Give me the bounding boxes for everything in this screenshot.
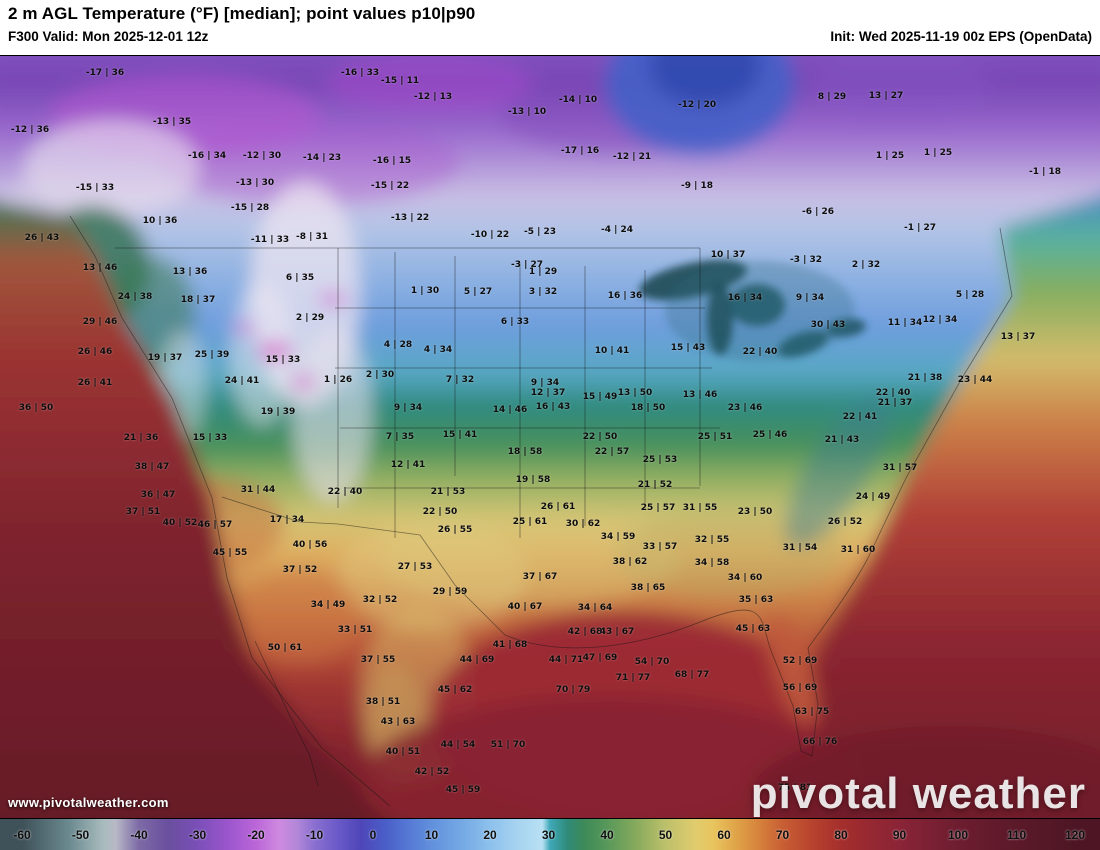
colorbar-tick: 40 bbox=[600, 827, 614, 842]
pivotalweather-logo: pivotal weather bbox=[750, 769, 1086, 818]
temperature-shading bbox=[0, 56, 1100, 818]
temperature-colorbar: -60 -50 -40 -30 -20 -10 0 10 20 30 40 50 60 70 80 90 100… bbox=[0, 818, 1100, 850]
colorbar-tick: 10 bbox=[424, 827, 439, 842]
colorbar-tick: 70 bbox=[775, 827, 790, 842]
map-borders bbox=[69, 215, 1013, 807]
colorbar-tick: 80 bbox=[834, 827, 848, 842]
map-header: 2 m AGL Temperature (°F) [median]; point… bbox=[0, 0, 1100, 56]
colorbar-tick: -20 bbox=[247, 827, 265, 842]
great-lakes bbox=[639, 259, 866, 361]
init-time-label: Init: Wed 2025-11-19 00z EPS (OpenData) bbox=[830, 29, 1092, 44]
colorbar-tick: 120 bbox=[1064, 827, 1086, 842]
colorbar-tick: 110 bbox=[1006, 827, 1027, 842]
colorbar-tick: 30 bbox=[541, 827, 556, 842]
valid-time-label: F300 Valid: Mon 2025-12-01 12z bbox=[8, 29, 209, 44]
colorbar-tick: 100 bbox=[947, 827, 969, 842]
map-title: 2 m AGL Temperature (°F) [median]; point… bbox=[8, 4, 476, 23]
colorbar-tick: 50 bbox=[658, 827, 673, 842]
colorbar-tick: 0 bbox=[369, 827, 377, 842]
colorbar-tick: 20 bbox=[483, 827, 497, 842]
colorbar-tick: -30 bbox=[188, 827, 207, 842]
temperature-field-svg bbox=[0, 56, 1100, 818]
colorbar-tick: -40 bbox=[130, 827, 148, 842]
colorbar-tick: -10 bbox=[305, 827, 324, 842]
colorbar-tick: -60 bbox=[13, 827, 31, 842]
map-area bbox=[0, 56, 1100, 818]
colorbar-tick: 60 bbox=[717, 827, 731, 842]
colorbar-tick: -50 bbox=[71, 827, 90, 842]
watermark-url: www.pivotalweather.com bbox=[8, 795, 169, 810]
colorbar-tick: 90 bbox=[892, 827, 907, 842]
